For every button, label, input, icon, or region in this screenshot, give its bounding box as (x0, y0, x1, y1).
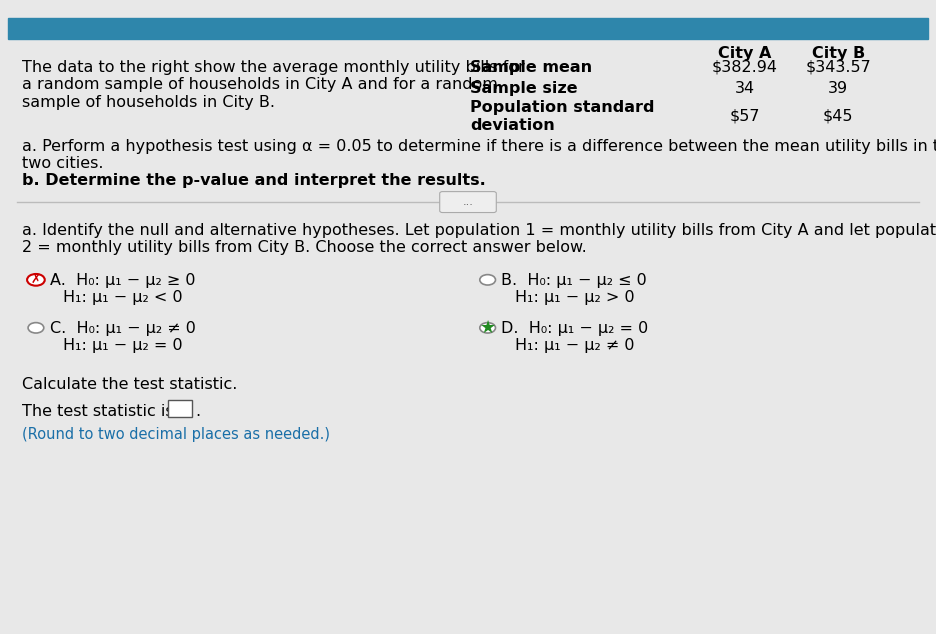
Text: (Round to two decimal places as needed.): (Round to two decimal places as needed.) (22, 427, 330, 442)
Text: two cities.: two cities. (22, 156, 104, 171)
Text: H₁: μ₁ − μ₂ > 0: H₁: μ₁ − μ₂ > 0 (515, 290, 635, 306)
FancyBboxPatch shape (440, 191, 496, 212)
Text: ★: ★ (479, 319, 496, 337)
Circle shape (28, 323, 44, 333)
Text: A.  H₀: μ₁ − μ₂ ≥ 0: A. H₀: μ₁ − μ₂ ≥ 0 (50, 273, 196, 288)
Text: ...: ... (462, 197, 474, 207)
Bar (8, 18, 928, 39)
Text: a. Identify the null and alternative hypotheses. Let population 1 = monthly util: a. Identify the null and alternative hyp… (22, 223, 936, 238)
Text: 39: 39 (828, 81, 848, 96)
Text: H₁: μ₁ − μ₂ = 0: H₁: μ₁ − μ₂ = 0 (64, 339, 183, 353)
Text: City B: City B (812, 46, 865, 61)
Text: The data to the right show the average monthly utility bills for: The data to the right show the average m… (22, 60, 525, 75)
Text: Sample mean: Sample mean (470, 60, 592, 75)
Circle shape (27, 274, 45, 286)
Text: Calculate the test statistic.: Calculate the test statistic. (22, 377, 238, 392)
Text: deviation: deviation (470, 117, 555, 133)
Circle shape (480, 323, 495, 333)
Text: B.  H₀: μ₁ − μ₂ ≤ 0: B. H₀: μ₁ − μ₂ ≤ 0 (502, 273, 647, 288)
Text: 2 = monthly utility bills from City B. Choose the correct answer below.: 2 = monthly utility bills from City B. C… (22, 240, 587, 256)
Text: ✗: ✗ (31, 273, 41, 287)
Text: D.  H₀: μ₁ − μ₂ = 0: D. H₀: μ₁ − μ₂ = 0 (502, 321, 649, 336)
Circle shape (480, 275, 495, 285)
Text: .: . (195, 404, 200, 418)
Text: a. Perform a hypothesis test using α = 0.05 to determine if there is a differenc: a. Perform a hypothesis test using α = 0… (22, 139, 936, 153)
Text: sample of households in City B.: sample of households in City B. (22, 94, 275, 110)
Text: $343.57: $343.57 (805, 60, 871, 75)
Text: a random sample of households in City A and for a random: a random sample of households in City A … (22, 77, 498, 93)
Text: City A: City A (718, 46, 771, 61)
Text: The test statistic is: The test statistic is (22, 404, 179, 418)
Text: 34: 34 (735, 81, 755, 96)
Text: Population standard: Population standard (470, 100, 654, 115)
Text: $57: $57 (730, 109, 760, 124)
Bar (168, 400, 192, 417)
Text: $45: $45 (823, 109, 854, 124)
Text: H₁: μ₁ − μ₂ ≠ 0: H₁: μ₁ − μ₂ ≠ 0 (515, 339, 635, 353)
Text: $382.94: $382.94 (712, 60, 778, 75)
Text: Sample size: Sample size (470, 81, 578, 96)
Text: H₁: μ₁ − μ₂ < 0: H₁: μ₁ − μ₂ < 0 (64, 290, 183, 306)
Text: b. Determine the p-value and interpret the results.: b. Determine the p-value and interpret t… (22, 173, 486, 188)
Text: C.  H₀: μ₁ − μ₂ ≠ 0: C. H₀: μ₁ − μ₂ ≠ 0 (50, 321, 196, 336)
